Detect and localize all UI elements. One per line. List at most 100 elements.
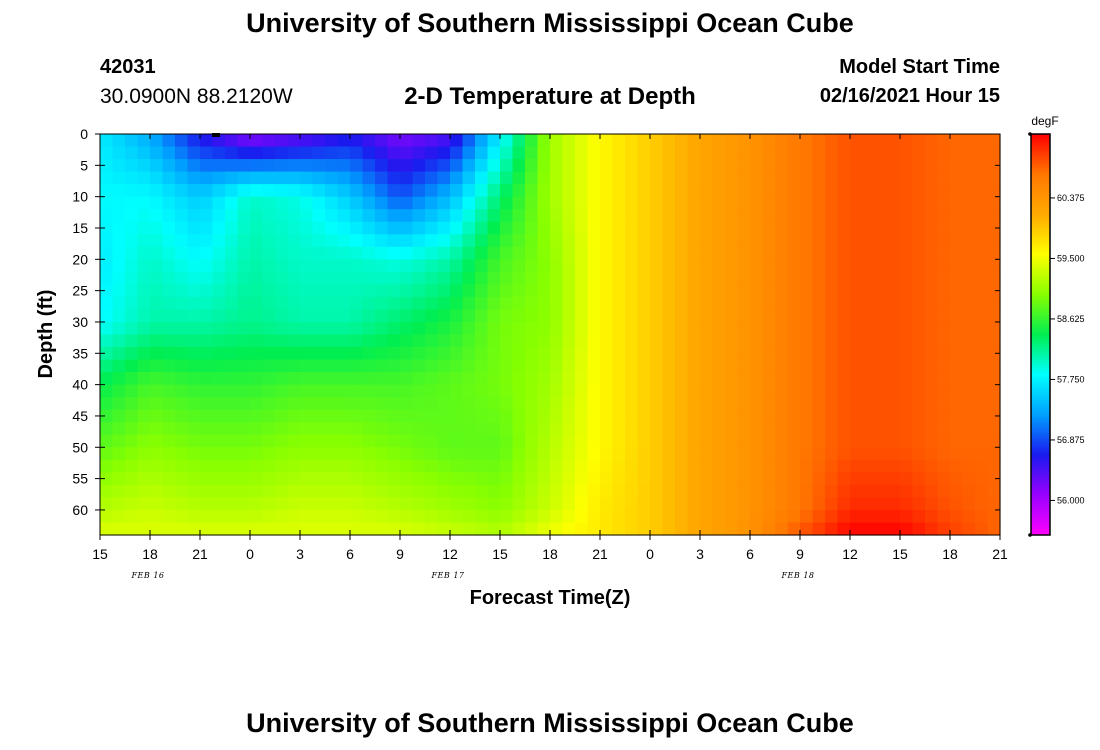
heatmap-cell xyxy=(887,134,901,148)
heatmap-cell xyxy=(987,509,1001,524)
heatmap-cell xyxy=(287,134,301,148)
heatmap-cell xyxy=(575,384,589,398)
heatmap-cell xyxy=(812,196,826,210)
heatmap-cell xyxy=(962,146,976,160)
heatmap-cell xyxy=(162,384,176,398)
heatmap-cell xyxy=(712,472,726,486)
heatmap-cell xyxy=(737,221,751,235)
heatmap-cell xyxy=(400,271,414,285)
heatmap-cell xyxy=(425,359,439,373)
heatmap-cell xyxy=(112,184,126,198)
heatmap-cell xyxy=(187,347,201,361)
heatmap-cell xyxy=(212,296,226,311)
heatmap-cell xyxy=(750,372,764,386)
heatmap-cell xyxy=(650,347,664,361)
heatmap-cell xyxy=(637,434,651,448)
heatmap-cell xyxy=(975,134,989,148)
heatmap-cell xyxy=(775,397,789,411)
heatmap-cell xyxy=(500,359,514,373)
heatmap-cell xyxy=(250,397,264,411)
heatmap-cell xyxy=(650,134,664,148)
heatmap-cell xyxy=(437,434,451,448)
heatmap-cell xyxy=(450,321,464,336)
heatmap-cell xyxy=(450,234,464,248)
heatmap-cell xyxy=(550,209,564,223)
heatmap-cell xyxy=(537,321,551,336)
heatmap-cell xyxy=(575,271,589,285)
heatmap-cell xyxy=(625,522,639,536)
heatmap-cell xyxy=(575,347,589,361)
heatmap-cell xyxy=(150,309,164,323)
heatmap-cell xyxy=(237,146,251,160)
heatmap-cell xyxy=(775,134,789,148)
heatmap-cell xyxy=(612,409,626,423)
heatmap-cell xyxy=(750,497,764,511)
heatmap-cell xyxy=(112,321,126,336)
heatmap-cell xyxy=(625,296,639,311)
heatmap-cell xyxy=(237,447,251,461)
heatmap-cell xyxy=(525,434,539,448)
heatmap-cell xyxy=(937,321,951,336)
heatmap-cell xyxy=(925,459,939,473)
heatmap-cell xyxy=(650,171,664,185)
heatmap-cell xyxy=(725,397,739,411)
heatmap-cell xyxy=(525,522,539,536)
heatmap-cell xyxy=(712,497,726,511)
x-tick-label: 0 xyxy=(646,546,654,562)
heatmap-cell xyxy=(737,347,751,361)
heatmap-cell xyxy=(737,472,751,486)
heatmap-cell xyxy=(712,284,726,298)
heatmap-cell xyxy=(612,484,626,499)
heatmap-cell xyxy=(425,309,439,323)
heatmap-cell xyxy=(525,209,539,223)
heatmap-cell xyxy=(600,146,614,160)
heatmap-cell xyxy=(912,384,926,398)
heatmap-cell xyxy=(812,472,826,486)
heatmap-cell xyxy=(162,347,176,361)
heatmap-cell xyxy=(337,196,351,210)
heatmap-cell xyxy=(725,384,739,398)
heatmap-cell xyxy=(825,271,839,285)
heatmap-cell xyxy=(250,497,264,511)
heatmap-cell xyxy=(137,184,151,198)
heatmap-cell xyxy=(250,334,264,348)
heatmap-cell xyxy=(250,221,264,235)
y-tick-label: 25 xyxy=(72,283,88,299)
heatmap-cell xyxy=(287,447,301,461)
heatmap-cell xyxy=(450,459,464,473)
heatmap-cell xyxy=(475,309,489,323)
heatmap-cell xyxy=(550,184,564,198)
heatmap-cell xyxy=(525,234,539,248)
heatmap-cell xyxy=(325,359,339,373)
heatmap-cell xyxy=(950,209,964,223)
heatmap-cell xyxy=(837,409,851,423)
heatmap-cell xyxy=(225,347,239,361)
heatmap-cell xyxy=(175,209,189,223)
heatmap-cell xyxy=(125,434,139,448)
heatmap-cell xyxy=(250,209,264,223)
heatmap-cell xyxy=(162,184,176,198)
heatmap-cell xyxy=(387,296,401,311)
heatmap-cell xyxy=(212,221,226,235)
heatmap-cell xyxy=(987,372,1001,386)
heatmap-cell xyxy=(875,259,889,273)
heatmap-cell xyxy=(562,284,576,298)
heatmap-cell xyxy=(262,334,276,348)
heatmap-cell xyxy=(312,459,326,473)
heatmap-cell xyxy=(275,334,289,348)
heatmap-cell xyxy=(987,321,1001,336)
heatmap-cell xyxy=(900,221,914,235)
heatmap-cell xyxy=(387,159,401,173)
heatmap-cell xyxy=(975,447,989,461)
heatmap-cell xyxy=(550,347,564,361)
heatmap-cell xyxy=(362,259,376,273)
heatmap-cell xyxy=(600,509,614,524)
heatmap-cell xyxy=(387,209,401,223)
heatmap-cell xyxy=(937,434,951,448)
heatmap-cell xyxy=(725,484,739,499)
heatmap-cell xyxy=(337,397,351,411)
heatmap-cell xyxy=(975,459,989,473)
heatmap-cell xyxy=(837,447,851,461)
heatmap-cell xyxy=(650,359,664,373)
heatmap-cell xyxy=(912,146,926,160)
